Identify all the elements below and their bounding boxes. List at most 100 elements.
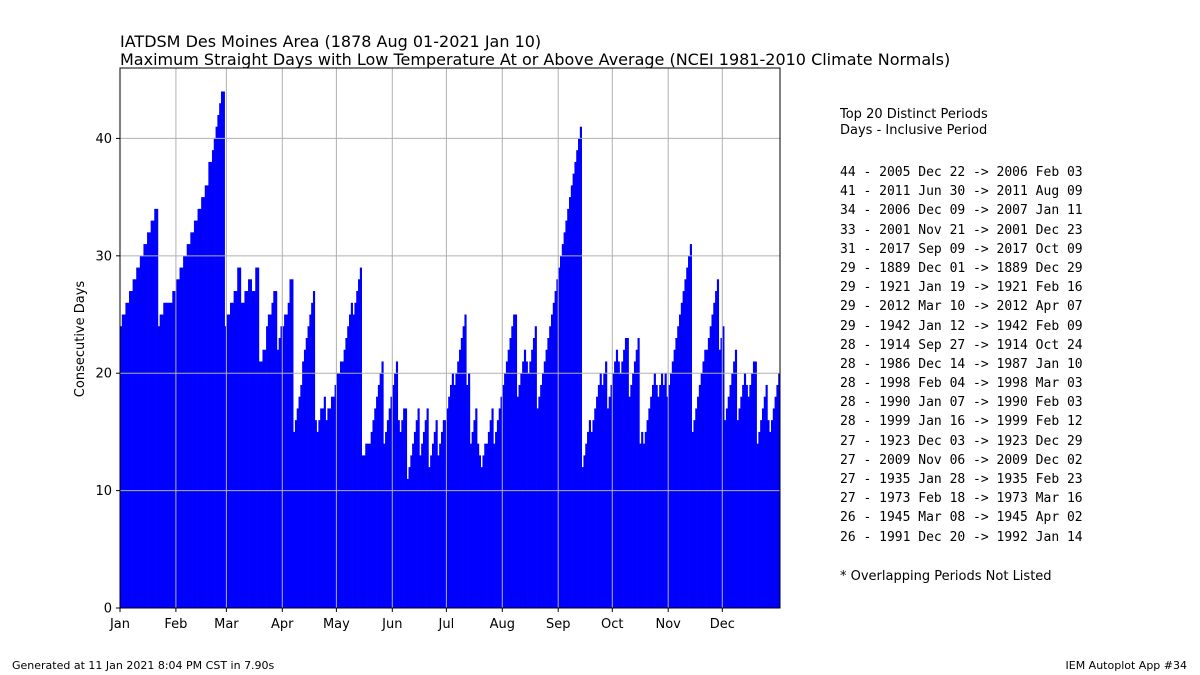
bar xyxy=(136,267,139,608)
bar xyxy=(392,384,395,608)
bar xyxy=(563,232,566,608)
bar xyxy=(558,267,561,608)
bar xyxy=(284,314,287,608)
y-tick-label: 0 xyxy=(104,602,112,617)
bar xyxy=(554,291,557,608)
bar xyxy=(215,126,218,608)
bar xyxy=(368,443,371,608)
bar xyxy=(395,361,399,608)
bar xyxy=(525,361,528,608)
bar xyxy=(318,420,321,608)
bar xyxy=(352,314,355,608)
bar xyxy=(190,232,193,608)
bar xyxy=(688,255,691,608)
bar xyxy=(691,431,694,608)
bar xyxy=(327,408,330,608)
bar xyxy=(770,420,774,608)
x-tick-label: Aug xyxy=(490,617,515,632)
bar xyxy=(680,302,683,608)
bar xyxy=(695,408,698,608)
bar xyxy=(199,208,202,608)
panel-subheading: Days - Inclusive Period xyxy=(840,123,988,138)
bar xyxy=(459,349,462,608)
bar xyxy=(733,361,736,608)
bar xyxy=(579,126,582,608)
bar xyxy=(287,302,290,608)
bar xyxy=(323,396,326,608)
bar xyxy=(486,443,489,608)
bar xyxy=(675,338,678,608)
bar xyxy=(713,302,716,608)
bar xyxy=(204,185,207,608)
bar xyxy=(282,326,285,608)
bar xyxy=(237,267,240,608)
period-item: 28 - 1998 Feb 04 -> 1998 Mar 03 xyxy=(840,376,1083,392)
bar xyxy=(121,314,124,608)
bar xyxy=(767,420,770,608)
bar xyxy=(201,197,204,608)
period-item: 28 - 1986 Dec 14 -> 1987 Jan 10 xyxy=(840,356,1083,372)
bar xyxy=(125,302,128,608)
bar xyxy=(581,467,584,608)
x-tick-label: May xyxy=(323,617,350,632)
bar xyxy=(457,361,460,608)
bar xyxy=(426,408,429,608)
bar xyxy=(330,396,334,608)
bar xyxy=(386,420,390,608)
bar xyxy=(776,384,779,608)
bar xyxy=(145,244,148,608)
bar xyxy=(498,408,501,608)
bar xyxy=(309,314,312,608)
bar xyxy=(560,255,563,608)
bar xyxy=(444,420,447,608)
period-item: 28 - 1999 Jan 16 -> 1999 Feb 12 xyxy=(840,414,1083,430)
period-item: 26 - 1991 Dec 20 -> 1992 Jan 14 xyxy=(840,529,1083,545)
bar xyxy=(298,396,301,608)
period-item: 29 - 1889 Dec 01 -> 1889 Dec 29 xyxy=(840,260,1083,276)
bar xyxy=(774,396,777,608)
bar xyxy=(749,384,752,608)
bar xyxy=(679,314,682,608)
bar xyxy=(174,291,177,608)
bar xyxy=(763,396,766,608)
x-tick-label: Jun xyxy=(381,617,402,632)
bar xyxy=(354,302,357,608)
bar xyxy=(718,349,721,608)
x-tick-label: Nov xyxy=(656,617,682,632)
bar xyxy=(419,455,422,608)
period-item: 33 - 2001 Nov 21 -> 2001 Dec 23 xyxy=(840,222,1083,238)
bar xyxy=(639,443,642,608)
bar xyxy=(628,396,631,608)
bar xyxy=(340,361,343,608)
x-tick-label: Jan xyxy=(109,617,130,632)
bar xyxy=(235,291,238,608)
bar xyxy=(240,302,243,608)
bar xyxy=(588,420,591,608)
bar xyxy=(502,384,505,608)
bar xyxy=(170,302,173,608)
bar xyxy=(251,291,254,608)
bar xyxy=(264,349,267,608)
bar xyxy=(437,455,440,608)
bar xyxy=(123,314,126,608)
bar xyxy=(697,396,700,608)
bar xyxy=(231,302,234,608)
bar xyxy=(655,384,658,608)
bar xyxy=(698,384,701,608)
x-tick-label: Feb xyxy=(164,617,187,632)
bar xyxy=(565,220,568,609)
bar xyxy=(709,326,712,608)
bar xyxy=(147,232,150,608)
bar xyxy=(314,420,317,608)
bar xyxy=(365,443,368,608)
bar xyxy=(605,361,608,608)
bar xyxy=(406,478,409,608)
chart-subtitle: Maximum Straight Days with Low Temperatu… xyxy=(120,50,951,69)
bar xyxy=(415,420,418,608)
bar xyxy=(495,431,498,608)
bar xyxy=(536,408,539,608)
bar xyxy=(729,384,732,608)
bar xyxy=(615,349,619,608)
bar xyxy=(262,349,265,608)
bar xyxy=(466,384,469,608)
